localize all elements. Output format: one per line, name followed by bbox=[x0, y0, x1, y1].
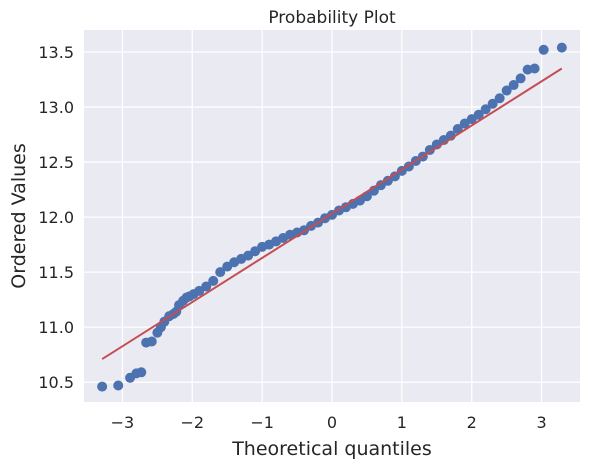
y-tick-label: 11.5 bbox=[38, 263, 74, 282]
data-point bbox=[556, 42, 567, 53]
data-point bbox=[208, 275, 219, 286]
x-tick-labels: −3 −2 −1 0 1 2 3 bbox=[111, 413, 547, 432]
data-point bbox=[494, 93, 505, 104]
data-point bbox=[487, 98, 498, 109]
y-tick-label: 12.0 bbox=[38, 208, 74, 227]
x-tick-label: −2 bbox=[180, 413, 204, 432]
data-point bbox=[508, 80, 519, 91]
data-point bbox=[215, 267, 226, 278]
data-point bbox=[97, 381, 108, 392]
x-tick-label: 2 bbox=[467, 413, 477, 432]
x-tick-label: 1 bbox=[397, 413, 407, 432]
data-point bbox=[473, 109, 484, 120]
y-tick-label: 12.5 bbox=[38, 153, 74, 172]
y-tick-labels: 10.5 11.0 11.5 12.0 12.5 13.0 13.5 bbox=[38, 43, 74, 392]
x-tick-label: 0 bbox=[327, 413, 337, 432]
y-tick-label: 11.0 bbox=[38, 318, 74, 337]
data-point bbox=[501, 85, 512, 96]
fit-line bbox=[101, 67, 563, 360]
x-tick-label: −3 bbox=[111, 413, 135, 432]
data-point bbox=[515, 73, 526, 84]
data-point bbox=[538, 44, 549, 55]
x-tick-label: 3 bbox=[536, 413, 546, 432]
y-axis-label: Ordered Values bbox=[8, 143, 30, 288]
fit-line-layer bbox=[101, 67, 563, 360]
y-tick-label: 10.5 bbox=[38, 373, 74, 392]
y-tick-label: 13.0 bbox=[38, 98, 74, 117]
data-point bbox=[389, 171, 400, 182]
data-point bbox=[113, 380, 124, 391]
data-point bbox=[201, 281, 212, 292]
data-point bbox=[146, 336, 157, 347]
data-point bbox=[529, 63, 540, 74]
data-point bbox=[480, 104, 491, 115]
y-tick-label: 13.5 bbox=[38, 43, 74, 62]
data-point bbox=[136, 367, 147, 378]
x-axis-label: Theoretical quantiles bbox=[231, 438, 432, 460]
x-tick-label: −1 bbox=[250, 413, 274, 432]
chart-title: Probability Plot bbox=[268, 8, 396, 28]
